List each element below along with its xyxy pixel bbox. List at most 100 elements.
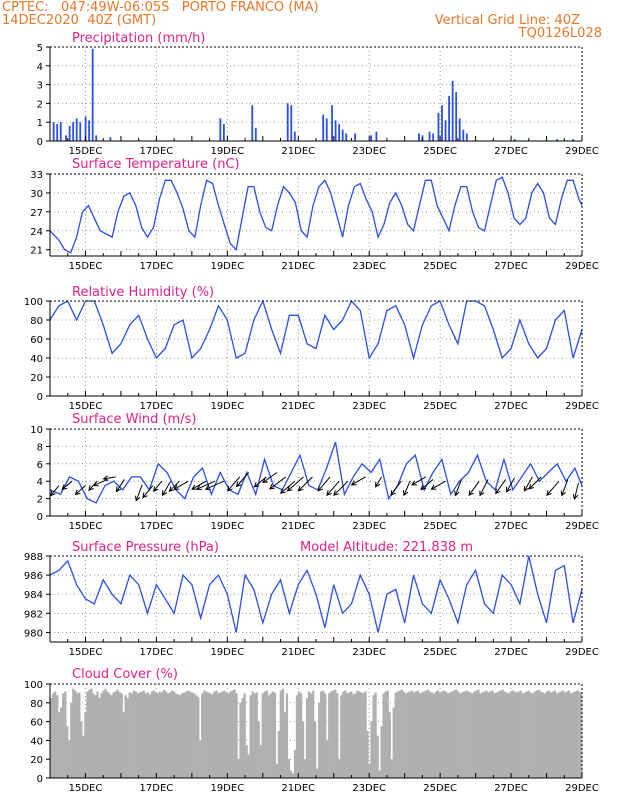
cloud-bar bbox=[86, 691, 89, 778]
cloud-bar bbox=[313, 721, 317, 778]
cloud-bar bbox=[511, 690, 514, 778]
cloud-bar bbox=[539, 691, 542, 778]
wind-arrow-head bbox=[479, 490, 485, 497]
wind-arrow bbox=[506, 477, 516, 492]
cloud-bar bbox=[156, 693, 160, 778]
cloud-bar bbox=[124, 695, 127, 778]
precip-bar bbox=[52, 122, 55, 141]
cloud-bar bbox=[392, 707, 395, 778]
cloud-bar bbox=[396, 691, 399, 778]
cloud-bar bbox=[380, 726, 383, 778]
surface-temperature-nc-title: Surface Temperature (nC) bbox=[72, 157, 240, 172]
cloud-bar bbox=[563, 692, 567, 778]
y-tick-label: 5 bbox=[37, 43, 43, 54]
y-tick-label: 10 bbox=[30, 425, 43, 436]
cloud-bar bbox=[245, 745, 248, 778]
wind-arrow-head bbox=[495, 488, 501, 495]
x-tick-label: 15DEC bbox=[69, 647, 103, 658]
cloud-bar bbox=[311, 690, 315, 778]
cloud-bar bbox=[519, 690, 522, 778]
surface-pressure-hpa-series-line bbox=[49, 555, 583, 633]
cloud-bar bbox=[62, 693, 65, 778]
wind-arrow bbox=[403, 481, 411, 496]
y-tick-label: 4 bbox=[37, 477, 43, 488]
wind-arrow-head bbox=[333, 490, 339, 496]
precip-bar bbox=[441, 105, 443, 141]
surface-wind-m-s-series-line bbox=[49, 441, 583, 504]
cloud-bar bbox=[215, 690, 218, 778]
cloud-bar bbox=[162, 689, 166, 778]
wind-arrow-head bbox=[162, 490, 168, 497]
cloud-bar bbox=[495, 692, 498, 778]
cloud-bar bbox=[168, 692, 172, 778]
cloud-bar bbox=[235, 693, 238, 778]
wind-arrow bbox=[61, 480, 73, 490]
wind-arrow bbox=[468, 480, 480, 496]
x-tick-label: 17DEC bbox=[140, 261, 174, 272]
cloud-bar bbox=[501, 689, 504, 778]
cloud-bar bbox=[172, 691, 176, 778]
wind-arrow bbox=[236, 472, 249, 487]
wind-arrow-head bbox=[411, 480, 417, 486]
x-tick-label: 23DEC bbox=[352, 401, 386, 412]
cloud-bar bbox=[164, 691, 168, 778]
wind-arrow-head bbox=[430, 484, 437, 490]
cloud-bar bbox=[571, 692, 575, 778]
wind-arrow bbox=[479, 479, 489, 496]
cloud-bar bbox=[150, 691, 154, 778]
precip-bar bbox=[448, 95, 450, 141]
cloud-bar bbox=[507, 693, 510, 778]
relative-humidity-series-line bbox=[49, 299, 583, 361]
precip-bar bbox=[65, 135, 67, 141]
wind-arrow-head bbox=[115, 486, 122, 493]
wind-arrow bbox=[153, 480, 163, 492]
cloud-bar bbox=[420, 692, 424, 778]
cloud-bar bbox=[561, 690, 565, 778]
x-tick-label: 19DEC bbox=[210, 261, 244, 272]
cloud-bar bbox=[541, 692, 545, 778]
wind-arrow bbox=[573, 482, 579, 500]
cloud-bar bbox=[197, 697, 200, 778]
x-tick-label: 23DEC bbox=[352, 146, 386, 157]
cloud-bar bbox=[432, 693, 436, 778]
y-tick-label: 60 bbox=[30, 718, 43, 729]
x-tick-label: 27DEC bbox=[494, 521, 528, 532]
cloud-bar bbox=[271, 691, 274, 778]
cloud-bar bbox=[489, 691, 492, 778]
y-tick-label: 3 bbox=[37, 81, 43, 92]
x-tick-label: 27DEC bbox=[494, 783, 528, 794]
cloud-bar bbox=[517, 691, 520, 778]
cloud-bar bbox=[243, 693, 246, 778]
wind-arrow-head bbox=[420, 484, 427, 491]
cloud-bar bbox=[332, 690, 335, 778]
cloud-bar bbox=[348, 692, 351, 778]
cloud-bar bbox=[130, 693, 133, 778]
wind-arrow bbox=[116, 479, 125, 492]
x-tick-label: 15DEC bbox=[69, 521, 103, 532]
y-tick-label: 982 bbox=[24, 609, 43, 620]
cloud-bar bbox=[187, 690, 190, 778]
cloud-bar bbox=[293, 749, 297, 778]
x-tick-label: 21DEC bbox=[281, 401, 315, 412]
cloud-bar bbox=[183, 692, 186, 778]
precip-bar bbox=[437, 112, 440, 141]
cloud-bar bbox=[257, 721, 260, 778]
cloud-bar bbox=[356, 690, 359, 778]
wind-arrow-head bbox=[560, 490, 566, 497]
cloud-bar bbox=[493, 693, 496, 778]
cloud-bar bbox=[442, 690, 446, 778]
cloud-bar bbox=[76, 693, 79, 778]
y-tick-label: 2 bbox=[37, 99, 43, 110]
cloud-bar bbox=[152, 690, 156, 778]
precip-bar bbox=[354, 133, 357, 141]
cloud-bar bbox=[382, 693, 385, 778]
cloud-bar bbox=[481, 692, 484, 778]
precipitation-mm-h-title: Precipitation (mm/h) bbox=[72, 31, 205, 46]
cloud-bar bbox=[180, 693, 184, 778]
x-tick-label: 29DEC bbox=[565, 783, 599, 794]
cloud-bar bbox=[376, 735, 379, 778]
precip-bar bbox=[428, 131, 431, 141]
y-tick-label: 100 bbox=[24, 297, 43, 308]
cloud-bar bbox=[263, 691, 266, 778]
cloud-bar bbox=[223, 690, 226, 778]
